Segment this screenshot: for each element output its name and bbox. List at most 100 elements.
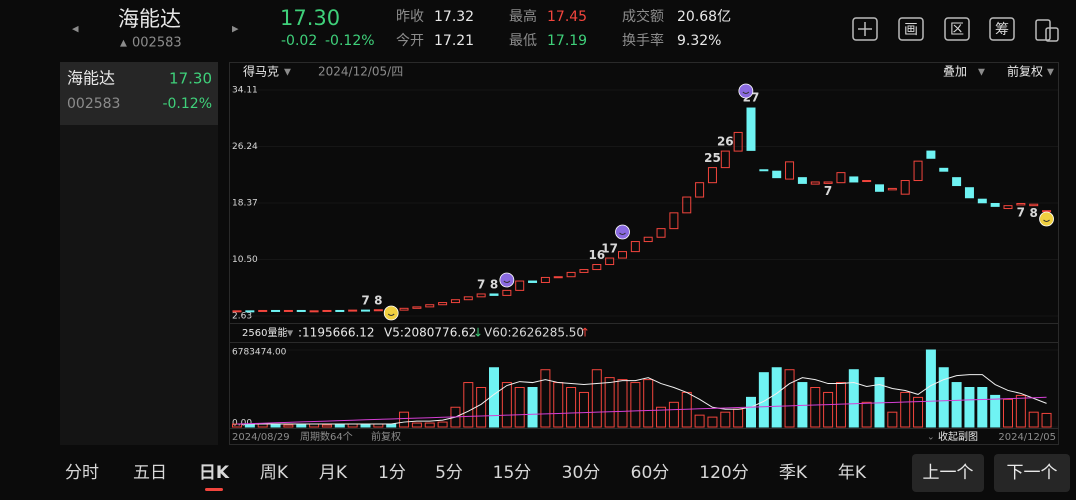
period-tab[interactable]: 15分 [493, 463, 532, 483]
candle-body [566, 271, 576, 278]
candle-body [309, 310, 319, 313]
stat-value: 17.32 [434, 9, 474, 25]
volume-bar [861, 401, 872, 428]
period-tab[interactable]: 日K [199, 463, 230, 483]
volume-bar [797, 382, 808, 428]
stock-code: 002583 [132, 36, 182, 51]
candle-body [643, 236, 653, 243]
add-icon[interactable] [852, 17, 878, 41]
next-button-label: 下一个 [1007, 463, 1058, 483]
stat-label: 最高 [509, 8, 537, 25]
volume-bar [591, 369, 602, 428]
period-tab[interactable]: 120分 [699, 463, 748, 483]
ma5-value: V5:2080776.62 [384, 326, 476, 340]
volume-bar [720, 411, 731, 428]
period-tab[interactable]: 30分 [562, 463, 601, 483]
volume-bar [1003, 398, 1013, 428]
volume-bar [964, 386, 975, 428]
sequence-label: 8 [490, 277, 498, 291]
y-tick-label: 10.50 [232, 255, 258, 265]
sidebar-item[interactable] [60, 62, 218, 125]
period-tab[interactable]: 5分 [435, 463, 463, 483]
sidebar [60, 62, 218, 445]
sequence-label: 7 [477, 277, 485, 291]
chart-frame [229, 62, 1059, 445]
chips-icon[interactable] [989, 17, 1015, 41]
candle-body [605, 257, 615, 266]
volume-bar [501, 382, 512, 428]
period-tab[interactable]: 年K [838, 463, 867, 483]
volume-bar [1015, 394, 1026, 428]
candle-body [373, 309, 383, 312]
candle-body [977, 198, 987, 204]
period-tab[interactable]: 月K [319, 463, 348, 483]
candle-body [283, 309, 293, 312]
next-button[interactable] [994, 454, 1070, 492]
prev-button[interactable] [912, 454, 984, 492]
candle-body [849, 176, 859, 183]
candle-body [900, 180, 910, 195]
signal-icon [499, 272, 515, 288]
candle-body [296, 309, 306, 312]
period-tab[interactable]: 季K [779, 463, 808, 483]
sequence-label: 7 [824, 184, 832, 198]
adjust-select[interactable]: 前复权 [1007, 64, 1043, 79]
end-date: 2024/12/05 [998, 432, 1056, 443]
period-tab[interactable]: 60分 [631, 463, 670, 483]
volume-bar [823, 391, 834, 428]
next-arrow[interactable]: ▸ [232, 22, 239, 37]
candle-body [1016, 203, 1026, 206]
volume-bar [746, 396, 756, 428]
indicator-select[interactable]: 得马克 [243, 64, 279, 79]
candle-body [759, 169, 769, 172]
change: -0.02 [281, 33, 317, 49]
candle-body [489, 293, 499, 296]
prev-arrow[interactable]: ◂ [72, 22, 79, 37]
candle-body [592, 264, 602, 271]
period-tab[interactable]: 1分 [378, 463, 406, 483]
volume-bar [913, 396, 924, 428]
period-count: 周期数64个 [300, 430, 353, 443]
sequence-label: 16 [588, 248, 605, 262]
adjust-mode: 前复权 [371, 430, 401, 443]
region-icon[interactable] [944, 17, 970, 41]
candle-body [399, 307, 409, 311]
sidebar-price: 17.30 [169, 70, 212, 88]
ma5-line [237, 374, 1047, 425]
rotate-icon[interactable] [1035, 19, 1051, 41]
candle-body [887, 187, 897, 191]
candle-body [862, 180, 872, 183]
collapse-button[interactable]: 收起副图 [938, 430, 978, 443]
period-tab[interactable]: 五日 [133, 463, 167, 483]
signal-icon-smile [387, 313, 395, 316]
stat-label: 最低 [509, 33, 537, 49]
volume-bar [694, 414, 705, 428]
candle-body [528, 280, 538, 283]
caret: ▼ [978, 68, 985, 78]
candle-body [669, 212, 679, 230]
volume-bar [463, 382, 474, 428]
stat-value: 20.68亿 [677, 9, 731, 25]
signal-icon [383, 305, 399, 321]
volume-indicator[interactable]: 2560量能 [242, 326, 287, 339]
volume-bar [758, 372, 769, 428]
candle-body [682, 196, 692, 214]
period-tab[interactable]: 周K [260, 463, 289, 483]
price: 17.30 [280, 6, 340, 30]
candle-body [964, 187, 974, 199]
draw-icon[interactable] [898, 17, 924, 41]
sequence-label: 25 [704, 151, 721, 165]
volume-bar [617, 379, 628, 428]
volume-bar [784, 369, 795, 428]
period-tab[interactable]: 分时 [65, 463, 99, 483]
caret: ▼ [284, 68, 291, 78]
signal-icon-smile [619, 232, 626, 235]
candle-body [939, 167, 949, 172]
overlay-select[interactable]: 叠加 [943, 65, 967, 79]
volume-bar [630, 382, 641, 428]
volume-bar [810, 386, 821, 428]
candle-body [990, 203, 1000, 207]
rotate-icon-part [1045, 27, 1059, 42]
y-tick-label: 6783474.00 [232, 348, 287, 358]
candle-body [926, 150, 936, 159]
